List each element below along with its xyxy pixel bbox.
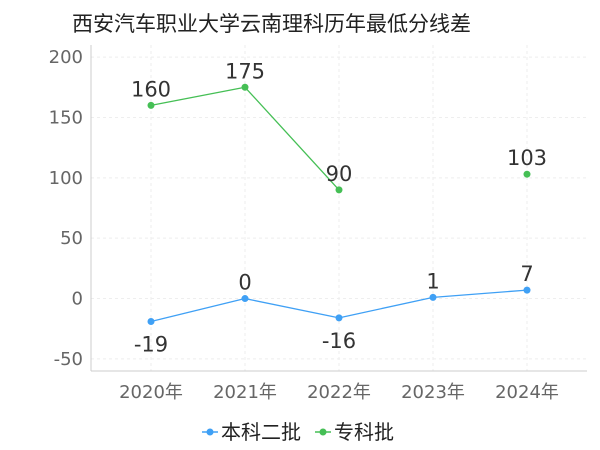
data-point: [335, 186, 343, 194]
data-point: [241, 83, 249, 91]
data-label: 0: [238, 271, 251, 295]
legend-label: 本科二批: [221, 420, 301, 444]
data-label: 160: [131, 77, 171, 101]
axes: [90, 45, 587, 372]
legend: 本科二批 专科批: [202, 420, 394, 444]
series-line-segment: [244, 86, 340, 191]
x-tick-label: 2024年: [495, 382, 559, 403]
y-tick-label: 0: [72, 289, 83, 310]
y-tick-label: 150: [49, 107, 83, 128]
data-label: 103: [507, 146, 547, 170]
data-point: [429, 293, 437, 301]
y-tick-label: 50: [60, 228, 83, 249]
x-tick-labels: 2020年 2021年 2022年 2023年 2024年: [119, 382, 559, 403]
series-1: [147, 83, 531, 194]
y-tick-label: -50: [54, 349, 83, 370]
data-label: -19: [134, 332, 168, 356]
legend-item-0: 本科二批: [202, 420, 301, 444]
x-tick-label: 2023年: [401, 382, 465, 403]
data-labels: -19 0 -16 1 7 160 175 90 103: [131, 59, 547, 356]
data-point: [523, 286, 531, 294]
data-label: 175: [225, 59, 265, 83]
chart-title: 西安汽车职业大学云南理科历年最低分线差: [72, 12, 471, 36]
series-line-segment: [244, 297, 340, 319]
x-tick-label: 2021年: [213, 382, 277, 403]
series-line-segment: [432, 289, 528, 298]
x-tick-label: 2022年: [307, 382, 371, 403]
series-line-segment: [338, 296, 434, 319]
x-tick-label: 2020年: [119, 382, 183, 403]
data-label: -16: [322, 329, 356, 353]
grid: [91, 45, 587, 371]
legend-swatch-dot: [319, 428, 327, 436]
y-tick-labels: -50 0 50 100 150 200: [49, 47, 83, 370]
series-0: [147, 286, 531, 325]
data-point: [147, 317, 155, 325]
series-line-segment: [150, 86, 246, 107]
series-line-segment: [150, 297, 246, 323]
legend-swatch-dot: [206, 428, 214, 436]
data-point: [241, 295, 249, 303]
data-label: 90: [326, 162, 353, 186]
data-label: 1: [426, 269, 439, 293]
data-point: [147, 101, 155, 109]
data-point: [523, 170, 531, 178]
series-layer: [147, 83, 531, 325]
y-tick-label: 100: [49, 168, 83, 189]
legend-item-1: 专科批: [315, 420, 394, 444]
data-label: 7: [520, 262, 533, 286]
legend-label: 专科批: [334, 420, 394, 444]
y-tick-label: 200: [49, 47, 83, 68]
data-point: [335, 314, 343, 322]
